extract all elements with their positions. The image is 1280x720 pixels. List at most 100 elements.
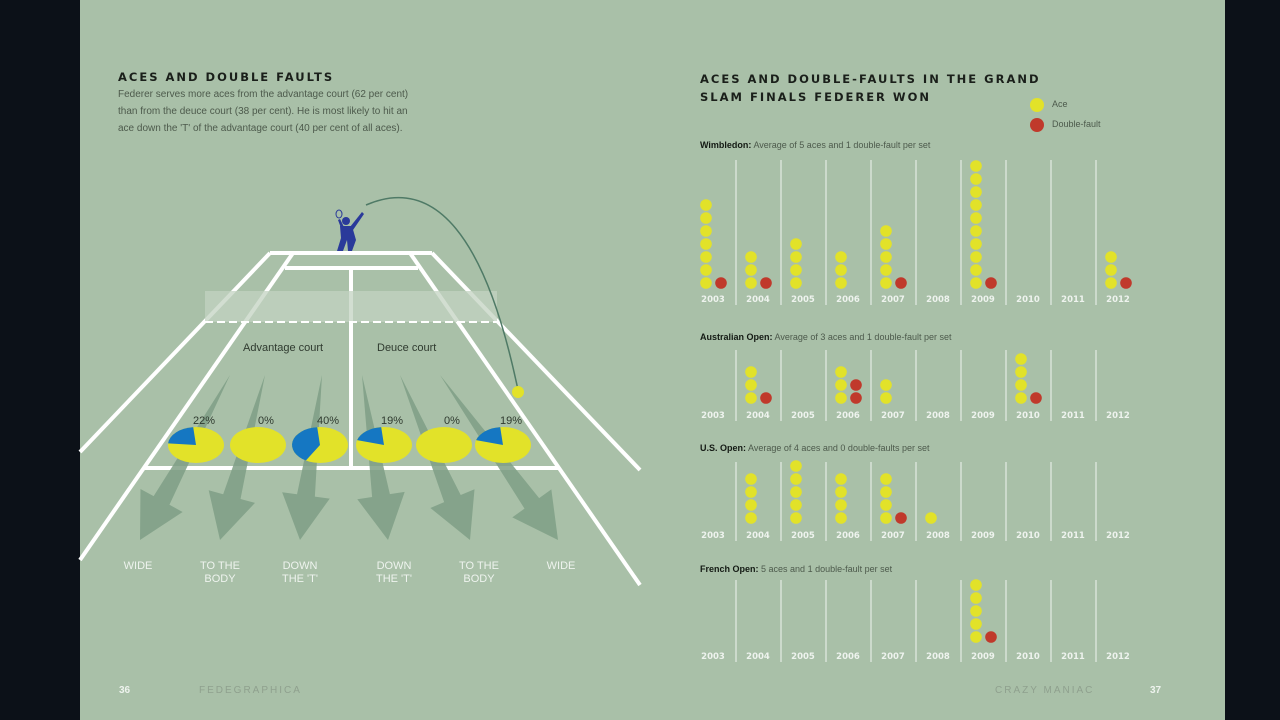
pie-chart-ace-share xyxy=(416,427,472,463)
year-label: 2005 xyxy=(791,411,815,421)
ace-dot xyxy=(700,251,712,263)
ace-dot xyxy=(1105,251,1117,263)
ace-dot xyxy=(970,173,982,185)
ace-dot xyxy=(745,392,757,404)
ace-dot xyxy=(790,251,802,263)
left-title: ACES AND DOUBLE FAULTS xyxy=(118,70,335,84)
pie-slice xyxy=(168,427,196,445)
year-label: 2003 xyxy=(701,411,725,421)
year-label: 2008 xyxy=(926,652,950,662)
ace-dot xyxy=(790,499,802,511)
ace-dot xyxy=(835,251,847,263)
ace-dot xyxy=(970,631,982,643)
pie-percent-label: 0% xyxy=(258,415,274,427)
right-running-head: CRAZY MANIAC xyxy=(995,685,1095,696)
year-label: 2005 xyxy=(791,531,815,541)
double-fault-dot xyxy=(895,512,907,524)
pie-slice xyxy=(357,427,384,445)
ace-dot xyxy=(790,238,802,250)
ace-dot xyxy=(700,212,712,224)
year-label: 2003 xyxy=(701,531,725,541)
year-label: 2007 xyxy=(881,531,905,541)
ace-dot xyxy=(745,366,757,378)
right-title: ACES AND DOUBLE-FAULTS IN THE GRAND SLAM… xyxy=(700,70,1041,106)
ace-dot xyxy=(745,277,757,289)
double-fault-dot xyxy=(895,277,907,289)
year-label: 2006 xyxy=(836,411,860,421)
year-label: 2010 xyxy=(1016,411,1040,421)
right-title-line-2: SLAM FINALS FEDERER WON xyxy=(700,90,931,104)
ace-dot xyxy=(1105,277,1117,289)
pie-percent-label: 19% xyxy=(381,415,403,427)
deuce-court-label: Deuce court xyxy=(377,342,437,354)
tournament-subtitle: Wimbledon: Average of 5 aces and 1 doubl… xyxy=(700,140,930,150)
year-label: 2004 xyxy=(746,652,770,662)
left-description: Federer serves more aces from the advant… xyxy=(118,89,409,134)
double-fault-dot xyxy=(760,277,772,289)
year-label: 2006 xyxy=(836,652,860,662)
ace-dot xyxy=(745,512,757,524)
ace-dot xyxy=(880,512,892,524)
year-label: 2009 xyxy=(971,411,995,421)
pie-percent-label: 40% xyxy=(317,415,339,427)
year-label: 2010 xyxy=(1016,295,1040,305)
year-label: 2004 xyxy=(746,295,770,305)
double-fault-dot xyxy=(715,277,727,289)
ace-dot xyxy=(970,618,982,630)
tournament-name: Australian Open: xyxy=(700,332,773,342)
ace-dot xyxy=(880,277,892,289)
double-fault-dot xyxy=(850,379,862,391)
year-label: 2012 xyxy=(1106,531,1130,541)
serve-direction-line: DOWN xyxy=(376,560,412,572)
year-label: 2005 xyxy=(791,295,815,305)
year-label: 2010 xyxy=(1016,531,1040,541)
ace-dot xyxy=(880,225,892,237)
serve-direction-line: DOWN xyxy=(282,560,318,572)
ace-dot xyxy=(700,199,712,211)
net xyxy=(205,291,497,322)
ace-dot xyxy=(835,277,847,289)
ace-dot xyxy=(745,251,757,263)
year-label: 2007 xyxy=(881,652,905,662)
left-page-number: 36 xyxy=(119,685,131,696)
legend-df-label: Double-fault xyxy=(1052,119,1101,129)
year-label: 2007 xyxy=(881,295,905,305)
ace-dot xyxy=(970,199,982,211)
double-fault-dot xyxy=(850,392,862,404)
serve-direction-line: BODY xyxy=(204,573,236,585)
year-label: 2011 xyxy=(1061,295,1085,305)
tournament-subtitle: Australian Open: Average of 3 aces and 1… xyxy=(700,332,952,342)
double-fault-dot xyxy=(1120,277,1132,289)
pie-slice xyxy=(476,427,503,445)
ace-dot xyxy=(745,379,757,391)
ace-dot xyxy=(925,512,937,524)
serve-direction-line: THE 'T' xyxy=(376,573,412,585)
legend-df-swatch xyxy=(1030,118,1044,132)
tennis-ball-icon xyxy=(512,386,524,398)
ace-dot xyxy=(790,277,802,289)
ace-dot xyxy=(790,473,802,485)
year-label: 2007 xyxy=(881,411,905,421)
ace-dot xyxy=(970,160,982,172)
year-label: 2009 xyxy=(971,295,995,305)
right-doubles-line xyxy=(430,251,642,472)
tournament-note: 5 aces and 1 double-fault per set xyxy=(761,564,893,574)
ace-dot xyxy=(835,499,847,511)
double-fault-dot xyxy=(1030,392,1042,404)
year-label: 2012 xyxy=(1106,295,1130,305)
legend-ace-label: Ace xyxy=(1052,99,1068,109)
serve-direction-label: WIDE xyxy=(521,560,601,573)
year-label: 2012 xyxy=(1106,411,1130,421)
pie-slice xyxy=(292,427,320,461)
year-label: 2004 xyxy=(746,411,770,421)
year-label: 2009 xyxy=(971,652,995,662)
double-fault-dot xyxy=(985,631,997,643)
year-label: 2011 xyxy=(1061,652,1085,662)
year-label: 2011 xyxy=(1061,531,1085,541)
ace-dot xyxy=(970,238,982,250)
pie-percent-label: 0% xyxy=(444,415,460,427)
ace-dot xyxy=(1015,353,1027,365)
ace-dot xyxy=(880,392,892,404)
